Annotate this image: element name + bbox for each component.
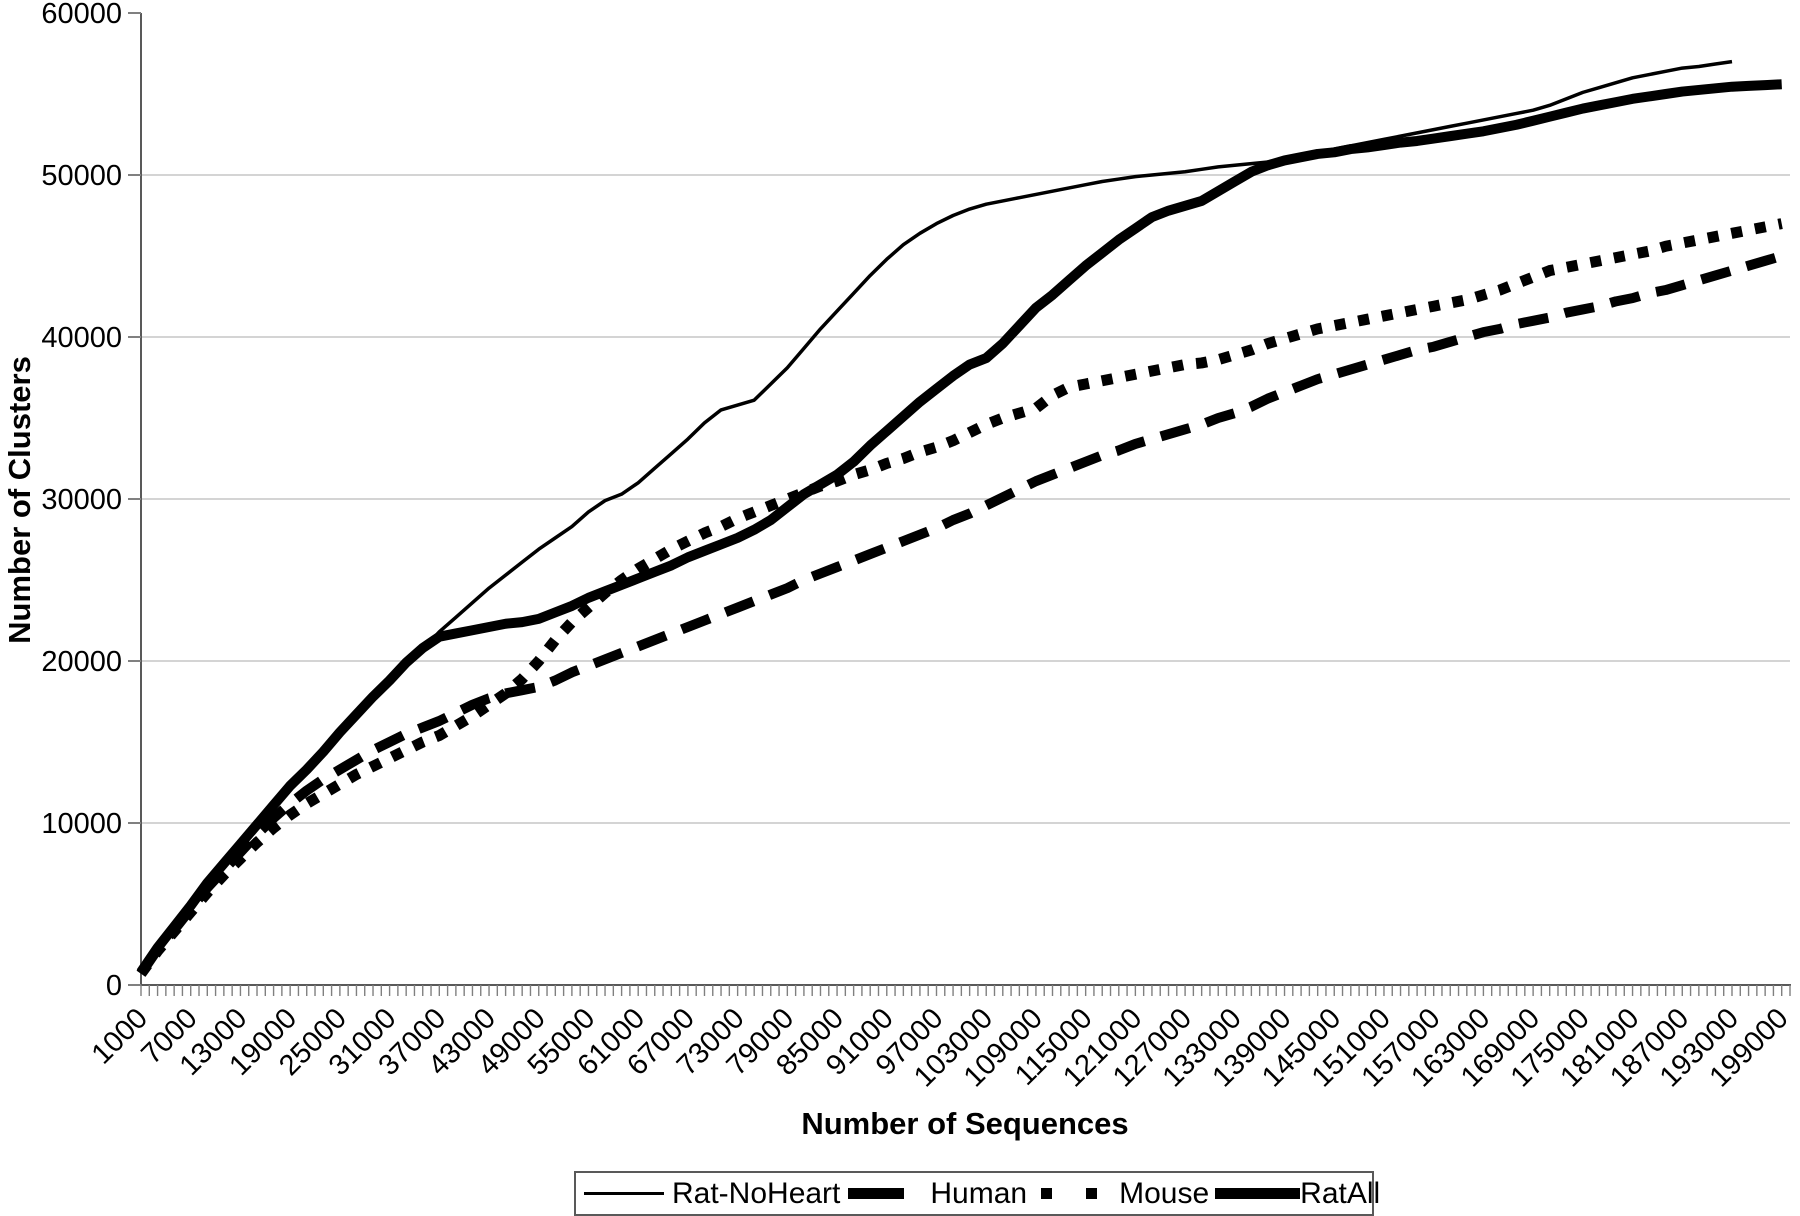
legend-swatch-human-dash bbox=[848, 1188, 905, 1199]
x-tick-label: 1000 bbox=[86, 1002, 154, 1070]
legend-label-rat-noheart: Rat-NoHeart bbox=[672, 1176, 841, 1210]
legend-swatch-mouse-dot bbox=[1041, 1188, 1053, 1199]
y-tick-label: 50000 bbox=[41, 160, 122, 192]
y-tick-label: 0 bbox=[106, 970, 122, 1002]
y-tick-label: 60000 bbox=[41, 0, 122, 30]
legend-swatch-ratall-line bbox=[1215, 1188, 1301, 1199]
series-line-human bbox=[136, 251, 1784, 977]
series-line-rat-noheart bbox=[139, 59, 1733, 974]
y-tick-label: 10000 bbox=[41, 808, 122, 840]
legend-label-mouse: Mouse bbox=[1119, 1176, 1210, 1210]
x-axis-title: Number of Sequences bbox=[801, 1106, 1129, 1141]
series-line-ratall bbox=[136, 79, 1782, 975]
legend: Rat-NoHeart Human Mouse RatAll bbox=[574, 1171, 1380, 1216]
y-tick-label: 30000 bbox=[41, 484, 122, 516]
series-line-mouse bbox=[136, 218, 1783, 977]
legend-label-human: Human bbox=[930, 1176, 1028, 1210]
legend-label-ratall: RatAll bbox=[1300, 1176, 1381, 1210]
y-axis-title: Number of Clusters bbox=[2, 356, 37, 644]
y-tick-label: 20000 bbox=[41, 646, 122, 678]
y-tick-label: 40000 bbox=[41, 322, 122, 354]
legend-swatch-rat-noheart-line bbox=[584, 1192, 664, 1195]
legend-swatch-mouse-dot bbox=[1086, 1188, 1098, 1199]
